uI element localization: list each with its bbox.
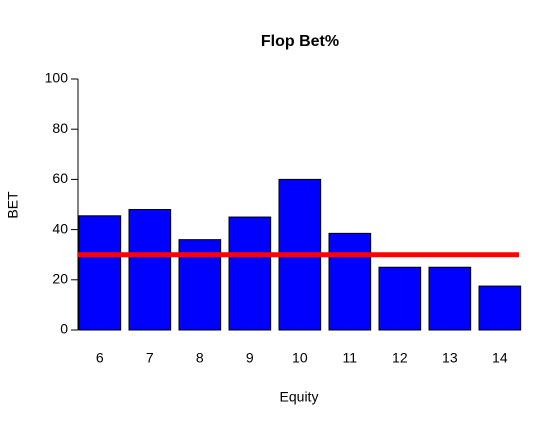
x-tick-label: 9 — [246, 350, 254, 366]
bar — [128, 209, 172, 331]
bar — [328, 232, 372, 331]
x-tick-label: 13 — [442, 350, 458, 366]
x-tick-label: 10 — [292, 350, 308, 366]
x-axis-label: Equity — [280, 389, 319, 405]
y-tick-label: 40 — [52, 220, 68, 236]
y-tick-label: 60 — [52, 170, 68, 186]
x-tick-label: 7 — [146, 350, 154, 366]
bar — [378, 266, 422, 331]
x-tick-label: 11 — [343, 350, 358, 366]
x-tick-label: 6 — [96, 350, 104, 366]
bar — [78, 215, 122, 331]
bar — [428, 266, 472, 331]
y-tick-label: 80 — [52, 120, 68, 136]
x-tick-label: 14 — [492, 350, 508, 366]
y-axis-label: BET — [5, 191, 21, 219]
x-tick-label: 8 — [196, 350, 204, 366]
y-tick-label: 0 — [60, 321, 68, 337]
y-tick-label: 100 — [45, 70, 69, 86]
bar — [228, 216, 272, 331]
x-tick-label: 12 — [392, 350, 408, 366]
bar — [478, 285, 522, 331]
y-tick-label: 20 — [52, 271, 68, 287]
chart-title: Flop Bet% — [261, 33, 339, 50]
